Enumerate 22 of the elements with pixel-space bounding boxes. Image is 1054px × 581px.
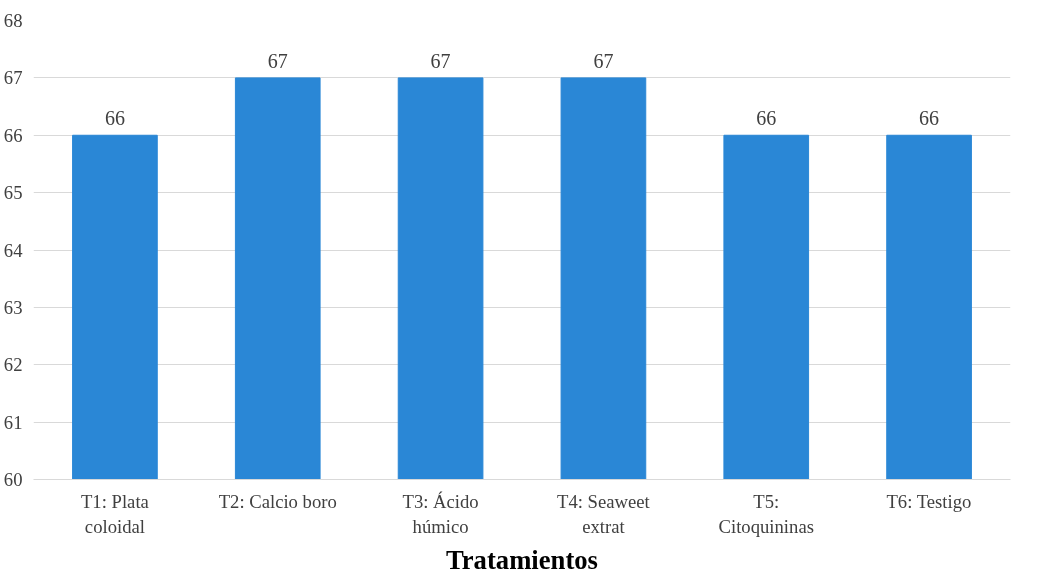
data-label: 66: [104, 107, 125, 130]
data-label: 66: [919, 107, 940, 130]
x-tick-label: T6: Testigo: [886, 490, 972, 512]
data-label: 67: [267, 49, 288, 72]
y-tick-label: 68: [3, 10, 23, 31]
y-tick-label: 62: [3, 354, 23, 376]
data-label: 67: [430, 49, 451, 72]
x-tick-label: T2: Calcio boro: [218, 490, 337, 512]
x-axis-title: Tratamientos: [445, 544, 599, 575]
y-tick-label: 65: [3, 182, 23, 204]
y-tick-label: 61: [3, 411, 23, 433]
x-tick-label: T5: Citoquininas: [718, 490, 814, 537]
data-label: 67: [593, 49, 614, 72]
x-tick-label: T3: Ácido húmico: [402, 490, 479, 537]
x-tick-label: T4: Seaweet extrat: [557, 490, 651, 537]
y-tick-label: 64: [3, 239, 24, 261]
y-tick-label: 66: [3, 124, 23, 146]
x-tick-label: T1: Plata coloidal: [80, 490, 150, 537]
y-tick-label: 60: [3, 469, 23, 490]
y-tick-label: 63: [3, 296, 23, 318]
data-label: 66: [756, 107, 777, 130]
y-tick-label: 67: [3, 67, 23, 89]
